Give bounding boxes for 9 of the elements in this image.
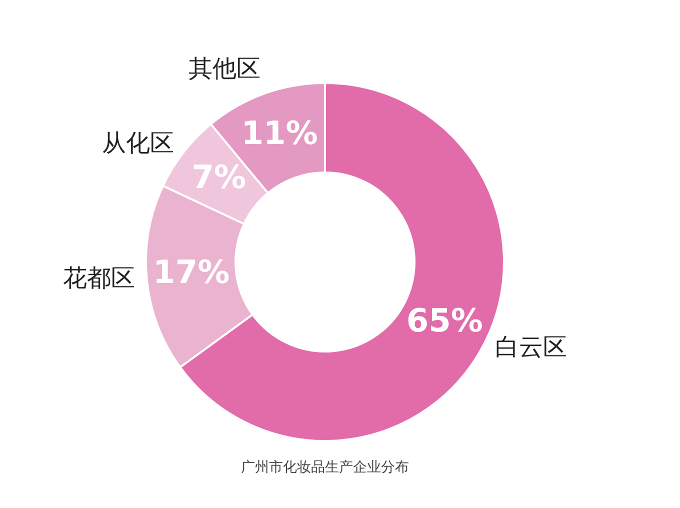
slice-label: 花都区 xyxy=(62,264,135,292)
data-label: 7% xyxy=(192,158,246,196)
data-label: 65% xyxy=(406,301,483,340)
slice-label: 其他区 xyxy=(188,54,260,83)
slice-label: 从化区 xyxy=(102,129,174,158)
text: 广州市化妆品生产企业分布 xyxy=(241,460,409,476)
slice-label: 白云区 xyxy=(495,332,568,361)
data-label: 11% xyxy=(241,114,318,152)
data-label: 17% xyxy=(153,252,230,291)
